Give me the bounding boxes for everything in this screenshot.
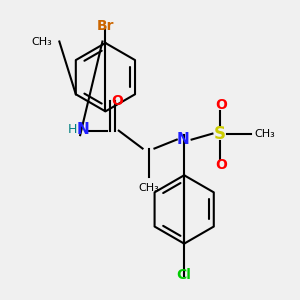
Text: CH₃: CH₃ <box>254 129 275 139</box>
Text: O: O <box>215 158 227 172</box>
Text: O: O <box>111 94 123 108</box>
Text: CH₃: CH₃ <box>138 183 159 193</box>
Text: CH₃: CH₃ <box>31 37 52 46</box>
Text: Br: Br <box>97 19 114 33</box>
Text: S: S <box>214 125 226 143</box>
Text: H: H <box>68 123 77 136</box>
Text: N: N <box>176 132 189 147</box>
Text: Cl: Cl <box>177 268 192 282</box>
Text: O: O <box>215 98 227 112</box>
Text: N: N <box>76 122 89 137</box>
